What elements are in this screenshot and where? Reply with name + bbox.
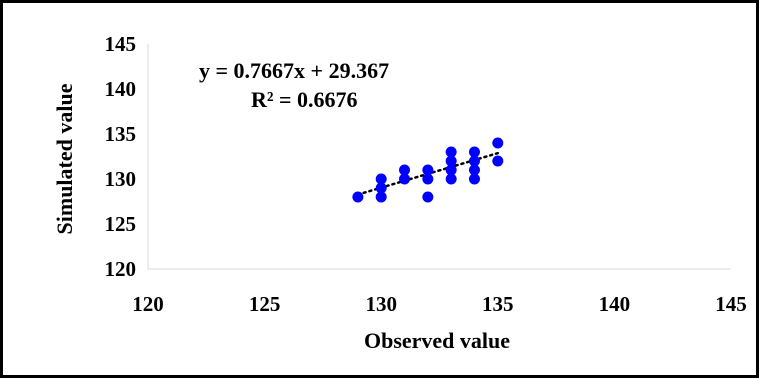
y-tick-label: 135 <box>105 122 137 146</box>
y-tick-label: 145 <box>105 32 137 56</box>
data-point <box>422 164 434 176</box>
data-point <box>492 137 504 149</box>
data-point <box>468 164 480 176</box>
data-point <box>375 173 387 185</box>
points-layer <box>352 137 504 203</box>
data-point <box>445 164 457 176</box>
axes <box>147 44 731 270</box>
r-squared-label: R² = 0.6676 <box>251 87 358 112</box>
data-point <box>422 173 434 185</box>
x-tick-label: 130 <box>365 292 397 316</box>
data-point <box>445 173 457 185</box>
trendline-equation: y = 0.7667x + 29.367 <box>199 58 389 83</box>
x-tick-label: 140 <box>599 292 631 316</box>
data-point <box>468 173 480 185</box>
y-axis-title: Simulated value <box>52 83 77 234</box>
data-point <box>399 164 411 176</box>
x-tick-label: 145 <box>715 292 747 316</box>
data-point <box>468 146 480 158</box>
data-point <box>422 191 434 203</box>
x-tick-label: 120 <box>132 292 164 316</box>
data-point <box>445 155 457 167</box>
data-point <box>399 173 411 185</box>
data-point <box>492 155 504 167</box>
scatter-chart: 120 125 130 135 140 145 120 125 130 135 140 145 y … <box>52 32 747 353</box>
y-tick-label: 130 <box>105 167 137 191</box>
data-point <box>375 191 387 203</box>
y-tick-label: 120 <box>105 257 137 281</box>
data-point <box>352 191 364 203</box>
y-tick-label: 140 <box>105 77 137 101</box>
x-axis-title: Observed value <box>364 328 510 353</box>
x-tick-label: 125 <box>249 292 281 316</box>
x-tick-label: 135 <box>482 292 514 316</box>
data-point <box>375 182 387 194</box>
data-point <box>468 155 480 167</box>
data-point <box>445 146 457 158</box>
y-tick-label: 125 <box>105 212 137 236</box>
y-tick-labels: 120 125 130 135 140 145 <box>105 32 137 281</box>
x-tick-labels: 120 125 130 135 140 145 <box>132 292 747 316</box>
